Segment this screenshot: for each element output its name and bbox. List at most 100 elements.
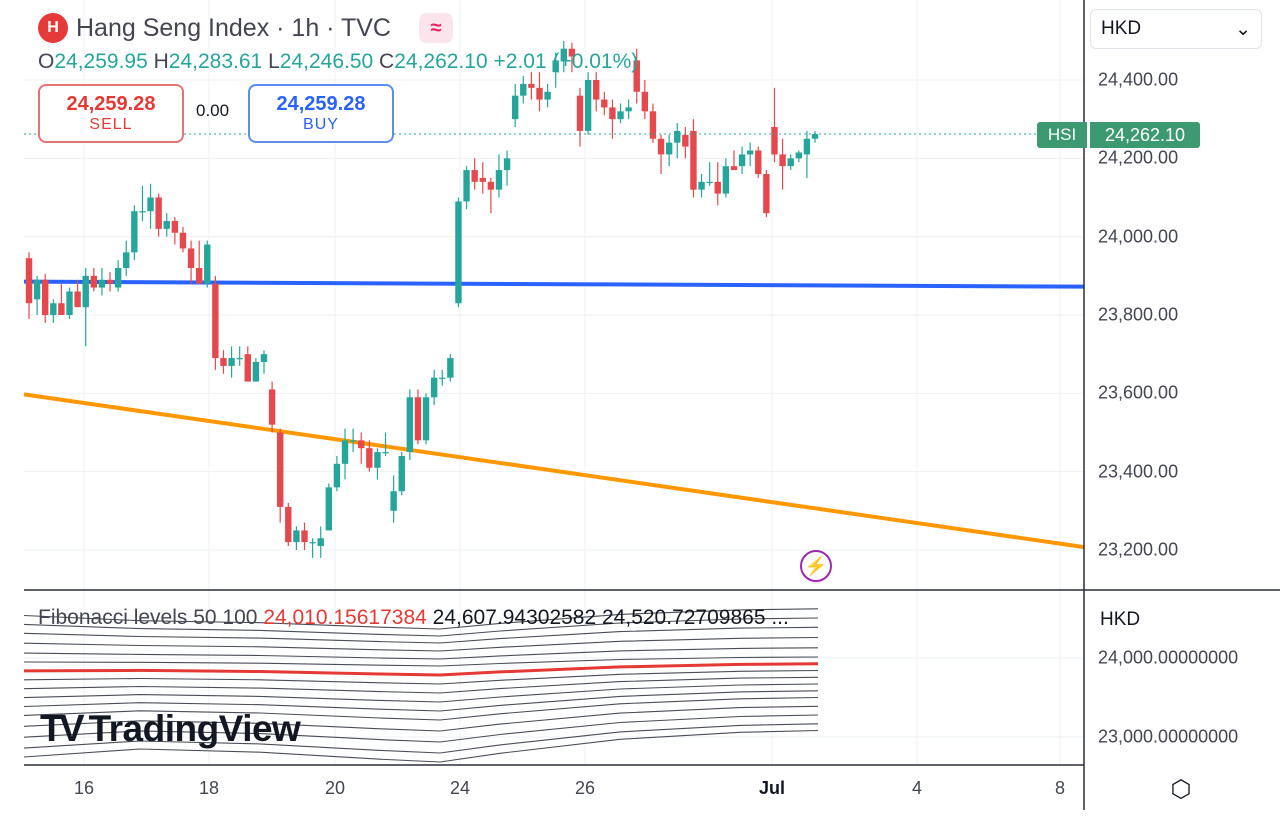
candle-body [244,354,251,382]
candle-body [447,358,454,378]
candle [439,369,446,386]
candle-body [584,80,592,131]
candle [633,48,640,104]
hang-seng-logo-icon: H [38,13,68,43]
candle [601,91,608,116]
candle [771,87,778,163]
candle [690,119,697,198]
indicator-more[interactable]: ... [771,606,789,629]
currency-label: HKD [1101,18,1142,39]
candle [106,271,114,292]
candle-body [771,127,778,155]
candle-body [536,87,543,100]
fibonacci-midline [23,662,819,677]
candle [625,99,632,120]
sell-price: 24,259.28 [66,93,156,115]
wave-badge-icon[interactable]: ≈ [419,13,453,43]
candle [50,299,57,323]
spread-value: 0.00 [196,101,230,120]
candle [171,217,179,245]
candle [204,240,211,288]
candle-body [439,377,446,379]
candle [609,99,616,139]
candle-body [333,463,341,488]
candle [755,146,762,178]
fibonacci-level-line [23,723,819,754]
indicator-value-1: 24,010.15617384 [263,606,427,629]
candle-body [487,181,495,190]
candle-body [390,491,397,511]
tradingview-watermark: TV TradingView [40,706,301,752]
candle-body [617,111,624,120]
candle [528,72,535,100]
candle-body [325,487,333,531]
candle-body [309,542,316,544]
candle-body [139,211,146,213]
lightning-bolt-icon[interactable]: ⚡ [800,550,832,582]
candle-body [268,389,276,425]
fibonacci-level-line [23,669,819,685]
candle-body [811,134,819,139]
time-axis-label: Jul [758,778,786,798]
candle-body [779,154,786,167]
candle [147,183,154,229]
time-axis-label: 8 [1054,778,1066,798]
candle-body [471,170,478,182]
buy-label: BUY [303,116,339,133]
candle [714,162,721,206]
candle-body [301,530,308,543]
candle [568,42,576,73]
candle [779,138,786,190]
fibonacci-level-line [23,676,819,694]
candle [374,448,381,480]
symbol-title[interactable]: Hang Seng Index · 1h · TVC [76,13,391,42]
indicator-currency-label: HKD [1100,609,1141,630]
currency-selector[interactable]: HKD ⌄ [1090,9,1262,49]
low-value: 24,246.50 [279,50,374,73]
candle [131,205,138,261]
candle [179,226,187,253]
hexagon-settings-icon[interactable]: ⬡ [1170,775,1192,803]
candle-body [155,197,162,229]
candle-body [674,130,681,143]
candle-body [601,99,608,108]
candle [447,354,454,382]
candle-body [179,232,187,249]
candle [390,475,397,523]
buy-button[interactable]: 24,259.28 BUY [248,84,394,143]
candle [665,134,673,167]
candle-body [236,358,243,360]
open-value: 24,259.95 [54,50,148,73]
candle-body [706,181,713,184]
candle [42,273,49,323]
candle-body [730,166,738,171]
candle-body [714,181,721,194]
candle [795,150,802,163]
indicator-value-3: 24,520.72709865 [602,606,766,629]
candle [285,503,292,547]
price-axis-label: 24,200.00 [1098,147,1179,168]
candle-body [212,283,219,359]
candle-body [358,440,365,449]
tradingview-wordmark: TradingView [88,708,301,749]
time-axis-label: 24 [449,778,471,798]
candle-body [479,177,486,182]
candle-body [593,80,600,100]
horizontal-line-drawing [23,279,1085,289]
candle-body [520,83,527,96]
candle-body [98,279,106,288]
candle [593,72,600,112]
sell-button[interactable]: 24,259.28 SELL [38,84,184,143]
candle [811,130,819,143]
candle [341,428,349,480]
price-axis-label: 23,800.00 [1098,304,1179,325]
candle-body [58,303,65,315]
candle [471,158,478,190]
symbol-header[interactable]: H Hang Seng Index · 1h · TVC ≈ [38,12,453,44]
indicator-legend[interactable]: Fibonacci levels 50 100 24,010.15617384 … [38,606,789,630]
candle-body [698,181,705,190]
candle [163,213,170,237]
fibonacci-level-line [23,626,819,644]
buy-price: 24,259.28 [276,93,366,115]
